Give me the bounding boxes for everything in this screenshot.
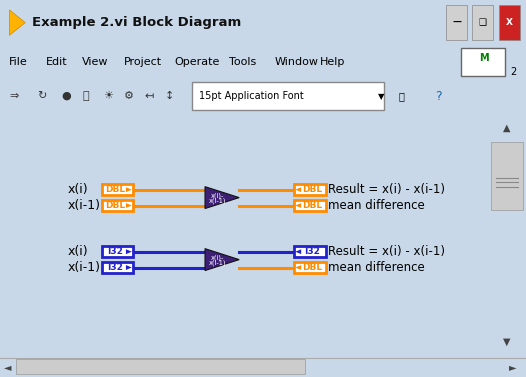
- Text: 🔍: 🔍: [398, 91, 404, 101]
- FancyBboxPatch shape: [16, 359, 305, 374]
- Text: x(i-1): x(i-1): [209, 198, 227, 204]
- FancyBboxPatch shape: [295, 246, 326, 257]
- Text: X: X: [505, 18, 513, 27]
- Text: x(i)-: x(i)-: [211, 254, 225, 261]
- Text: DBL: DBL: [105, 201, 125, 210]
- Text: ►: ►: [509, 362, 517, 372]
- Polygon shape: [295, 203, 301, 208]
- FancyBboxPatch shape: [192, 82, 385, 110]
- Text: ▼: ▼: [503, 337, 511, 346]
- Text: mean difference: mean difference: [328, 261, 424, 274]
- Text: DBL: DBL: [105, 185, 125, 194]
- Text: ❑: ❑: [479, 18, 487, 27]
- Text: ↤: ↤: [144, 91, 154, 101]
- Polygon shape: [9, 10, 25, 35]
- FancyBboxPatch shape: [102, 200, 133, 211]
- Text: ◄: ◄: [4, 362, 12, 372]
- Polygon shape: [126, 249, 132, 254]
- FancyBboxPatch shape: [295, 262, 326, 273]
- Text: Operate: Operate: [174, 57, 219, 67]
- Text: Edit: Edit: [46, 57, 67, 67]
- Text: —: —: [452, 18, 461, 27]
- Polygon shape: [126, 265, 132, 270]
- FancyBboxPatch shape: [461, 48, 505, 77]
- Text: ●: ●: [62, 91, 72, 101]
- Text: Window: Window: [275, 57, 319, 67]
- Text: I32: I32: [304, 247, 320, 256]
- Text: ⏸: ⏸: [83, 91, 89, 101]
- Text: Result = x(i) - x(i-1): Result = x(i) - x(i-1): [328, 245, 444, 258]
- FancyBboxPatch shape: [102, 184, 133, 195]
- Polygon shape: [205, 187, 239, 208]
- Text: I32: I32: [107, 263, 123, 272]
- Text: mean difference: mean difference: [328, 199, 424, 212]
- Text: DBL: DBL: [302, 201, 322, 210]
- Text: ⇒: ⇒: [9, 91, 18, 101]
- Text: x(i)-: x(i)-: [211, 192, 225, 199]
- Text: ☀: ☀: [103, 91, 113, 101]
- FancyBboxPatch shape: [472, 5, 493, 40]
- Text: x(i-1): x(i-1): [209, 259, 227, 266]
- Text: x(i): x(i): [67, 183, 88, 196]
- Text: DBL: DBL: [302, 263, 322, 272]
- Polygon shape: [295, 265, 301, 270]
- Polygon shape: [126, 187, 132, 192]
- FancyBboxPatch shape: [446, 5, 467, 40]
- Text: View: View: [83, 57, 109, 67]
- Polygon shape: [295, 249, 301, 254]
- Text: ↻: ↻: [37, 91, 46, 101]
- FancyBboxPatch shape: [102, 246, 133, 257]
- Text: ⚙: ⚙: [124, 91, 134, 101]
- Text: Help: Help: [320, 57, 346, 67]
- FancyBboxPatch shape: [499, 5, 520, 40]
- Text: 15pt Application Font: 15pt Application Font: [199, 91, 304, 101]
- Text: x(i): x(i): [67, 245, 88, 258]
- Text: ▲: ▲: [503, 123, 511, 133]
- FancyBboxPatch shape: [295, 184, 326, 195]
- FancyBboxPatch shape: [102, 262, 133, 273]
- Text: M: M: [479, 53, 489, 63]
- Text: Tools: Tools: [229, 57, 256, 67]
- Text: Example 2.vi Block Diagram: Example 2.vi Block Diagram: [32, 16, 241, 29]
- Text: 2: 2: [511, 67, 517, 77]
- Text: File: File: [9, 57, 28, 67]
- Polygon shape: [295, 187, 301, 192]
- Text: DBL: DBL: [302, 185, 322, 194]
- Text: I32: I32: [107, 247, 123, 256]
- Polygon shape: [205, 249, 239, 271]
- FancyBboxPatch shape: [491, 142, 523, 210]
- Text: Project: Project: [124, 57, 161, 67]
- Polygon shape: [126, 203, 132, 208]
- Text: ▼: ▼: [378, 92, 384, 101]
- Text: x(i-1): x(i-1): [67, 261, 100, 274]
- Text: Result = x(i) - x(i-1): Result = x(i) - x(i-1): [328, 183, 444, 196]
- Text: ?: ?: [434, 90, 441, 103]
- FancyBboxPatch shape: [295, 200, 326, 211]
- Text: ↕: ↕: [165, 91, 174, 101]
- Text: x(i-1): x(i-1): [67, 199, 100, 212]
